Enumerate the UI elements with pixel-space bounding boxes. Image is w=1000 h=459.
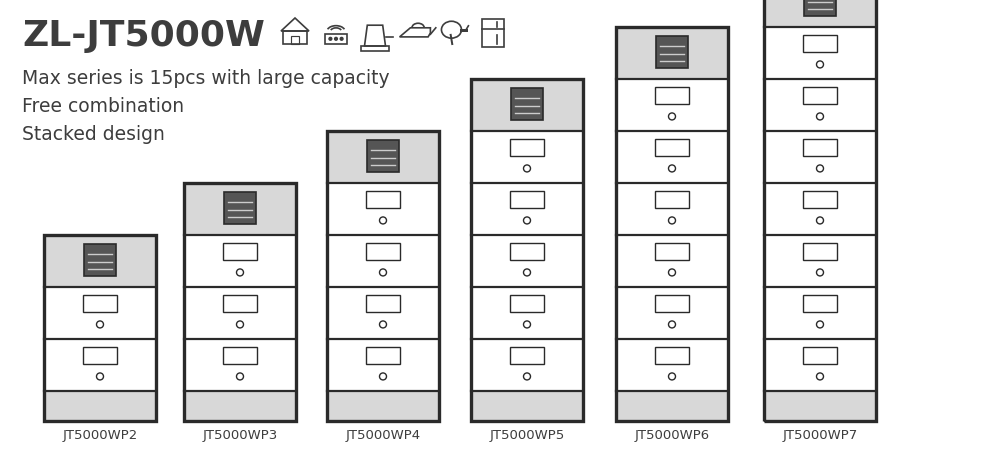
Bar [367, 140, 399, 172]
Bar [223, 243, 257, 260]
Bar [471, 339, 583, 391]
Text: ZL-JT5000W: ZL-JT5000W [22, 19, 265, 53]
Bar [325, 34, 347, 44]
Bar [764, 0, 876, 27]
Bar [616, 183, 728, 235]
Bar [471, 235, 583, 287]
Bar [510, 295, 544, 312]
Bar [655, 87, 689, 104]
Bar [764, 27, 876, 79]
Bar [327, 287, 439, 339]
Bar [83, 347, 117, 364]
Bar [655, 347, 689, 364]
Bar [764, 131, 876, 183]
Bar [223, 295, 257, 312]
Bar [616, 131, 728, 183]
Bar [283, 31, 307, 44]
Text: JT5000WP2: JT5000WP2 [62, 429, 138, 442]
Bar [84, 244, 116, 275]
Bar [510, 191, 544, 208]
Bar [655, 295, 689, 312]
Circle shape [329, 37, 332, 40]
Bar [471, 391, 583, 421]
Bar [803, 243, 837, 260]
Bar [471, 79, 583, 131]
Bar [327, 235, 439, 287]
Bar [184, 391, 296, 421]
Bar [616, 27, 728, 79]
Bar [471, 287, 583, 339]
Bar [804, 0, 836, 16]
Bar [44, 235, 156, 421]
Bar [803, 87, 837, 104]
Bar [482, 19, 504, 47]
Bar [655, 191, 689, 208]
Text: JT5000WP5: JT5000WP5 [489, 429, 565, 442]
Bar [224, 192, 256, 224]
Bar [366, 295, 400, 312]
Text: Max series is 15pcs with large capacity: Max series is 15pcs with large capacity [22, 69, 390, 88]
Bar [471, 79, 583, 421]
Bar [764, 0, 876, 421]
Bar [764, 391, 876, 421]
Bar [366, 243, 400, 260]
Bar [616, 27, 728, 421]
Bar [361, 46, 389, 50]
Bar [327, 339, 439, 391]
Bar [366, 191, 400, 208]
Bar [803, 347, 837, 364]
Bar [44, 391, 156, 421]
Bar [184, 235, 296, 287]
Bar [655, 140, 689, 156]
Bar [803, 191, 837, 208]
Text: Stacked design: Stacked design [22, 125, 165, 144]
Bar [327, 391, 439, 421]
Bar [184, 287, 296, 339]
Bar [616, 391, 728, 421]
Bar [656, 36, 688, 67]
Bar [510, 140, 544, 156]
Bar [184, 183, 296, 235]
Bar [616, 79, 728, 131]
Bar [616, 287, 728, 339]
Bar [44, 287, 156, 339]
Text: JT5000WP6: JT5000WP6 [634, 429, 710, 442]
Text: JT5000WP4: JT5000WP4 [345, 429, 421, 442]
Bar [510, 347, 544, 364]
Bar [327, 183, 439, 235]
Bar [616, 235, 728, 287]
Text: JT5000WP7: JT5000WP7 [782, 429, 858, 442]
Bar [83, 295, 117, 312]
Bar [44, 235, 156, 287]
Bar [471, 131, 583, 183]
Bar [803, 295, 837, 312]
Bar [764, 79, 876, 131]
Bar [184, 339, 296, 391]
Bar [510, 243, 544, 260]
Bar [327, 131, 439, 183]
Bar [327, 131, 439, 421]
Bar [616, 339, 728, 391]
Bar [44, 339, 156, 391]
Circle shape [340, 37, 343, 40]
Bar [764, 183, 876, 235]
Bar [764, 235, 876, 287]
Bar [366, 347, 400, 364]
Bar [803, 140, 837, 156]
Bar [184, 183, 296, 421]
Bar [223, 347, 257, 364]
Bar [764, 339, 876, 391]
Bar [291, 36, 299, 44]
Circle shape [335, 37, 337, 40]
Bar [764, 287, 876, 339]
Text: Free combination: Free combination [22, 97, 184, 116]
Bar [803, 35, 837, 52]
Text: JT5000WP3: JT5000WP3 [202, 429, 278, 442]
Bar [655, 243, 689, 260]
Bar [511, 89, 543, 119]
Bar [471, 183, 583, 235]
